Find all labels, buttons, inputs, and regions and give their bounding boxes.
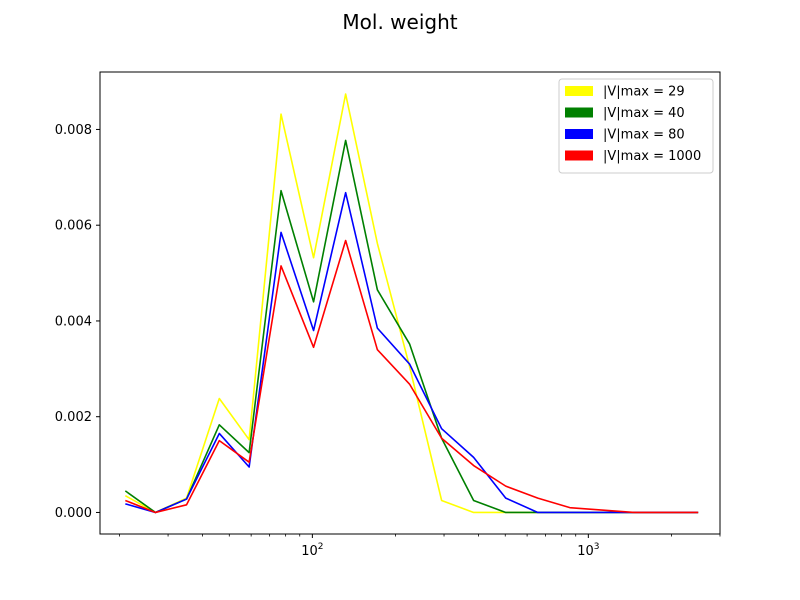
y-tick-label: 0.008: [55, 123, 92, 138]
y-tick-label: 0.002: [55, 410, 92, 425]
y-tick-label: 0.006: [55, 219, 92, 234]
x-tick-label: 103: [577, 542, 599, 559]
legend-label: |V|max = 29: [603, 85, 685, 100]
series-layer: [124, 93, 699, 514]
legend-label: |V|max = 40: [603, 106, 685, 121]
chart-title: Mol. weight: [342, 10, 457, 34]
legend-swatch: [565, 150, 593, 161]
legend-swatch: [565, 86, 593, 96]
legend-swatch: [565, 129, 593, 139]
legend-label: |V|max = 80: [603, 128, 685, 143]
legend-label: |V|max = 1000: [603, 149, 701, 164]
legend: |V|max = 29 |V|max = 40 |V|max = 80 |V|max …: [558, 78, 714, 174]
legend-box: [558, 78, 714, 174]
legend-swatch: [565, 107, 593, 118]
y-tick-label: 0.004: [55, 314, 92, 329]
y-tick-label: 0.000: [55, 506, 92, 521]
plot-frame: [99, 71, 721, 535]
x-tick-label: 102: [301, 542, 323, 559]
series-line-3: [125, 191, 699, 514]
axis-layer: 0.000 0.002 0.004 0.006 0.008 102 103: [55, 123, 721, 559]
series-line-4: [125, 239, 699, 514]
